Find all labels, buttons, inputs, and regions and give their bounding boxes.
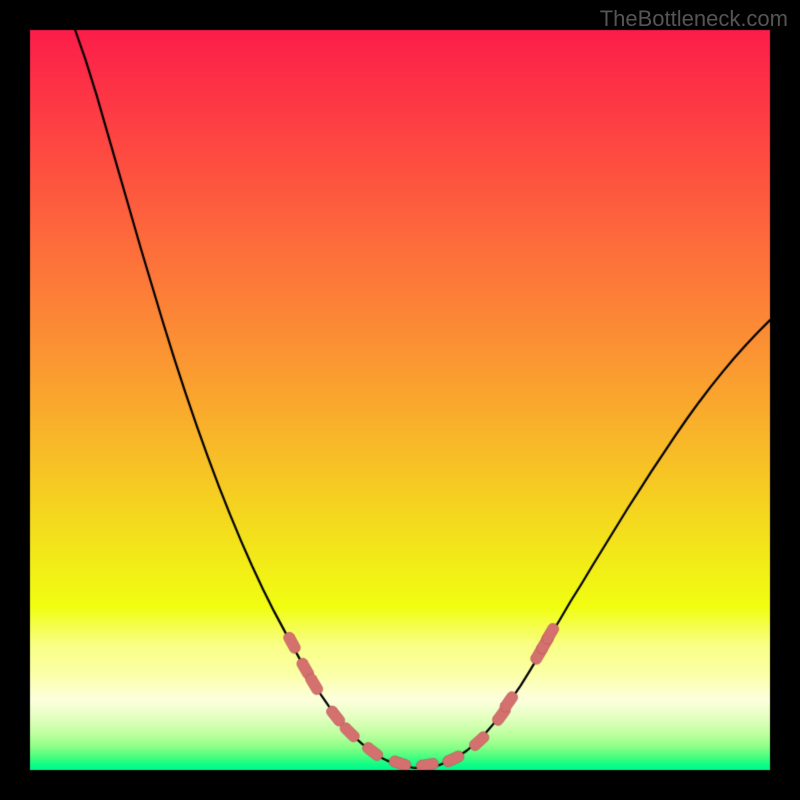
bottleneck-curve-canvas bbox=[0, 0, 800, 800]
watermark-text: TheBottleneck.com bbox=[600, 6, 788, 32]
chart-root: TheBottleneck.com bbox=[0, 0, 800, 800]
